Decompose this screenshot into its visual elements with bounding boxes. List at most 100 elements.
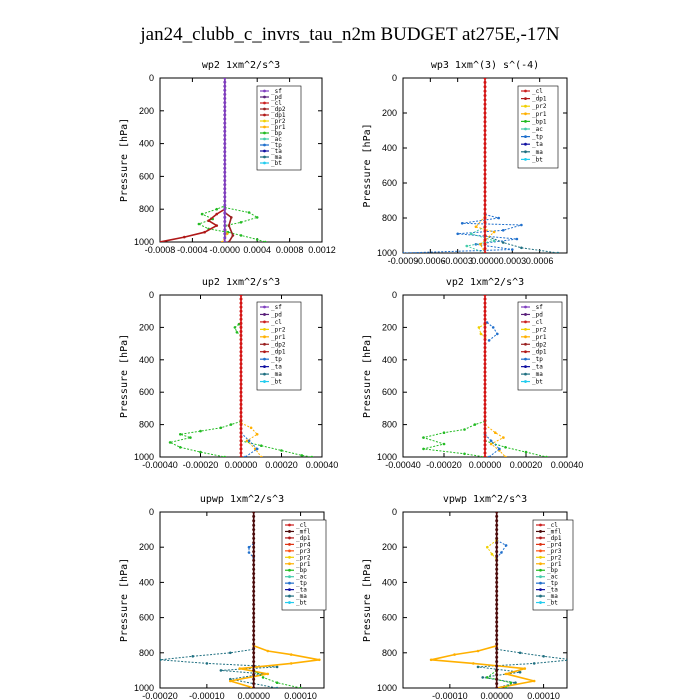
profile-marker (483, 374, 487, 378)
profile-marker (483, 402, 487, 406)
legend-marker (263, 95, 266, 99)
profile-marker (239, 443, 243, 447)
legend-label: _pr1 (547, 561, 562, 568)
profile-marker (495, 536, 499, 540)
profile-marker (252, 642, 256, 646)
data-point (207, 219, 210, 222)
data-point (524, 450, 528, 454)
data-point (215, 207, 218, 211)
profile-marker (239, 386, 243, 390)
profile-marker (483, 159, 487, 163)
data-point (318, 658, 321, 662)
data-point (225, 232, 229, 236)
series-line (403, 214, 522, 253)
data-point (403, 251, 405, 253)
legend-marker (524, 372, 527, 376)
legend-label: _pr3 (547, 548, 562, 555)
chart-panel: up2 1xm^2/s^3 Pressure [hPa] 0 200 400 600 800… (119, 277, 338, 470)
profile-marker (252, 532, 256, 536)
legend-marker (263, 335, 266, 339)
profile-marker (252, 664, 256, 668)
panel-title: up2 1xm^2/s^3 (202, 277, 280, 288)
legend-marker (263, 101, 266, 105)
data-point (504, 686, 508, 688)
data-point (474, 225, 478, 229)
profile-marker (495, 607, 499, 611)
profile-marker (239, 374, 243, 378)
legend-label: _cl (271, 100, 282, 107)
profile-marker (223, 162, 227, 166)
profile-marker (483, 394, 487, 398)
data-point (275, 681, 279, 684)
data-point (239, 234, 243, 237)
y-tick-label: 800 (139, 648, 154, 658)
profile-marker (483, 251, 487, 253)
series-line (160, 78, 226, 242)
series-line (240, 432, 258, 457)
data-point (160, 240, 162, 242)
data-point (221, 240, 224, 242)
series-line (484, 440, 547, 457)
profile-marker (252, 620, 256, 624)
profile-marker (252, 668, 256, 672)
profile-marker (483, 194, 487, 198)
data-point (494, 431, 497, 435)
profile-marker (252, 536, 256, 540)
profile-marker (239, 317, 243, 321)
profile-marker (239, 329, 243, 333)
x-tick-label: 0.00000 (480, 691, 513, 700)
data-point (215, 224, 218, 227)
profile-marker (223, 109, 227, 113)
legend-marker (539, 542, 542, 546)
legend-label: _ma (532, 371, 543, 378)
legend: _cl_mfl_dp1_pr4_pr3_pr2_pr1_bp_ac_tp_ta_… (532, 519, 574, 611)
series-line (484, 235, 558, 253)
x-tick-label: 0.00020 (265, 460, 298, 470)
data-point (215, 212, 218, 216)
legend-label: _dp2 (532, 341, 547, 348)
legend-label: _ma (532, 149, 543, 156)
data-point (227, 224, 231, 227)
profile-marker (483, 102, 487, 106)
legend-label: _ta (532, 141, 543, 148)
profile-marker (483, 150, 487, 154)
profile-marker (252, 580, 256, 584)
profile-marker (483, 94, 487, 97)
profile-marker (495, 594, 499, 598)
profile-marker (239, 415, 243, 418)
profile-marker (483, 234, 487, 237)
profile-marker (483, 435, 487, 439)
profile-marker (239, 390, 243, 394)
profile-marker (483, 398, 487, 402)
legend-marker (263, 327, 266, 331)
y-tick-label: 0 (392, 290, 397, 300)
profile-marker (223, 170, 227, 174)
profile-marker (483, 185, 487, 189)
profile-marker (483, 164, 487, 167)
legend-label: _ac (532, 126, 543, 133)
legend-label: _pr2 (296, 554, 311, 561)
profile-marker (483, 133, 487, 137)
profile-marker (239, 394, 243, 398)
profile-marker (483, 78, 487, 80)
legend-label: _tp (532, 356, 543, 363)
profile-marker (239, 297, 243, 301)
legend-label: _ta (271, 364, 282, 371)
legend-label: _bp1 (532, 118, 547, 125)
y-tick-label: 200 (139, 322, 154, 332)
profile-marker (223, 179, 227, 182)
x-tick-label: -0.0006 (415, 256, 446, 266)
chart-panel: vp2 1xm^2/s^3 Pressure [hPa] 0 200 400 600 800… (362, 277, 583, 470)
legend-marker (263, 155, 266, 159)
legend-marker (539, 575, 542, 579)
legend-label: _tp (296, 580, 307, 587)
data-point (275, 665, 279, 669)
data-point (219, 426, 223, 430)
profile-marker (223, 129, 227, 133)
y-tick-label: 200 (139, 106, 154, 116)
legend-marker (524, 104, 527, 108)
x-tick-label: 0.00010 (284, 691, 317, 700)
legend-marker (524, 150, 527, 154)
profile-marker (252, 519, 256, 523)
profile-marker (495, 686, 499, 688)
